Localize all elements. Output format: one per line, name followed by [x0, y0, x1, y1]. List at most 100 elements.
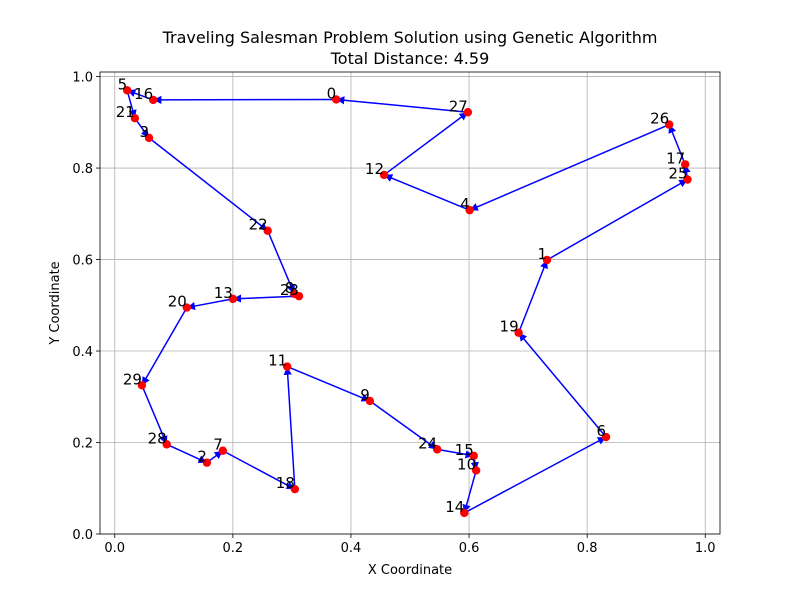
x-tick-label: 0.2	[223, 541, 244, 556]
city-label: 24	[418, 434, 437, 452]
route-edge	[469, 123, 670, 211]
route-edge	[141, 307, 188, 386]
city-label: 22	[249, 216, 268, 234]
city-point	[182, 303, 191, 312]
city-point	[365, 396, 375, 406]
y-tick-label: 0.6	[72, 254, 93, 269]
chart-subtitle: Total Distance: 4.59	[330, 49, 490, 68]
city-label: 6	[596, 422, 606, 440]
y-tick-label: 1.0	[72, 71, 93, 86]
route-edge	[517, 259, 548, 334]
city-label: 28	[148, 429, 167, 447]
city-point	[680, 160, 690, 169]
city-label: 13	[214, 284, 233, 302]
route-edge	[148, 137, 269, 232]
city-point	[162, 440, 171, 449]
x-tick-label: 0.8	[577, 541, 598, 556]
city-label: 20	[168, 293, 187, 311]
city-label: 5	[118, 75, 128, 93]
city-label: 17	[666, 149, 685, 167]
city-labels: 0123456789101112131415161718192021222324…	[116, 75, 688, 516]
city-point	[379, 170, 389, 180]
city-label: 26	[650, 110, 669, 128]
route-edge	[222, 450, 296, 490]
x-tick-label: 0.4	[341, 541, 362, 556]
city-point	[228, 294, 238, 304]
city-label: 8	[285, 279, 295, 297]
city-point	[331, 95, 341, 104]
city-point	[148, 95, 158, 105]
route-edge	[462, 470, 477, 514]
city-point	[122, 86, 132, 95]
city-points	[122, 86, 692, 518]
city-label: 27	[449, 97, 468, 115]
city-point	[218, 446, 228, 455]
route-edge	[232, 294, 300, 303]
city-point	[294, 291, 304, 301]
route-edge	[166, 443, 208, 464]
city-label: 11	[268, 352, 287, 370]
route-edge	[463, 436, 607, 514]
city-point	[465, 205, 474, 215]
city-label: 23	[280, 281, 299, 299]
city-point	[290, 484, 300, 494]
city-label: 19	[500, 318, 519, 336]
route-edge	[186, 298, 233, 311]
city-point	[683, 175, 692, 184]
route-edge	[668, 124, 686, 165]
city-point	[137, 381, 147, 390]
city-point	[542, 255, 552, 265]
city-point	[469, 451, 478, 460]
city-label: 10	[457, 455, 476, 473]
city-point	[432, 445, 442, 454]
city-label: 15	[455, 441, 474, 459]
city-label: 21	[116, 103, 135, 121]
route-edge	[383, 174, 470, 211]
city-label: 14	[445, 498, 464, 516]
city-label: 29	[123, 370, 142, 388]
x-tick-label: 0.6	[459, 541, 480, 556]
city-label: 7	[213, 436, 223, 454]
route-edge	[546, 178, 688, 261]
city-label: 16	[134, 85, 153, 103]
chart-title: Traveling Salesman Problem Solution usin…	[162, 28, 658, 47]
city-point	[665, 120, 674, 129]
route-edge	[518, 332, 607, 438]
route-edge	[286, 365, 371, 402]
y-axis-label: Y Coordinate	[48, 261, 63, 345]
route-edge	[267, 230, 295, 295]
y-tick-label: 0.0	[72, 528, 93, 543]
city-label: 0	[327, 84, 337, 102]
route-edge	[437, 448, 474, 459]
city-label: 3	[139, 123, 149, 141]
axis-ticks: 0.0 0.2 0.4 0.6 0.8 1.0 0.0 0.2 0.4 0.6 0.8 1.0	[72, 71, 715, 556]
x-tick-label: 0.0	[104, 541, 125, 556]
city-point	[144, 133, 154, 143]
route-edge	[126, 89, 154, 101]
city-label: 25	[668, 164, 687, 182]
city-label: 1	[537, 245, 547, 263]
route-edge	[336, 96, 468, 113]
x-tick-label: 1.0	[695, 541, 716, 556]
y-tick-label: 0.4	[72, 345, 93, 360]
city-point	[282, 362, 292, 371]
y-tick-label: 0.2	[72, 437, 93, 452]
city-point	[263, 226, 272, 235]
y-tick-label: 0.8	[72, 162, 93, 177]
route-edge	[283, 366, 296, 490]
city-label: 18	[276, 474, 295, 492]
route-edge	[369, 400, 438, 450]
city-point	[460, 508, 469, 518]
x-axis-label: X Coordinate	[368, 563, 452, 578]
city-label: 9	[360, 386, 370, 404]
city-point	[130, 114, 140, 123]
route-edge	[126, 90, 137, 119]
city-point	[463, 108, 473, 117]
city-label: 2	[197, 448, 207, 466]
route-edges	[126, 89, 691, 514]
city-point	[202, 458, 212, 467]
city-label: 4	[460, 195, 470, 213]
route-edge	[141, 385, 168, 445]
route-edge	[383, 111, 469, 176]
